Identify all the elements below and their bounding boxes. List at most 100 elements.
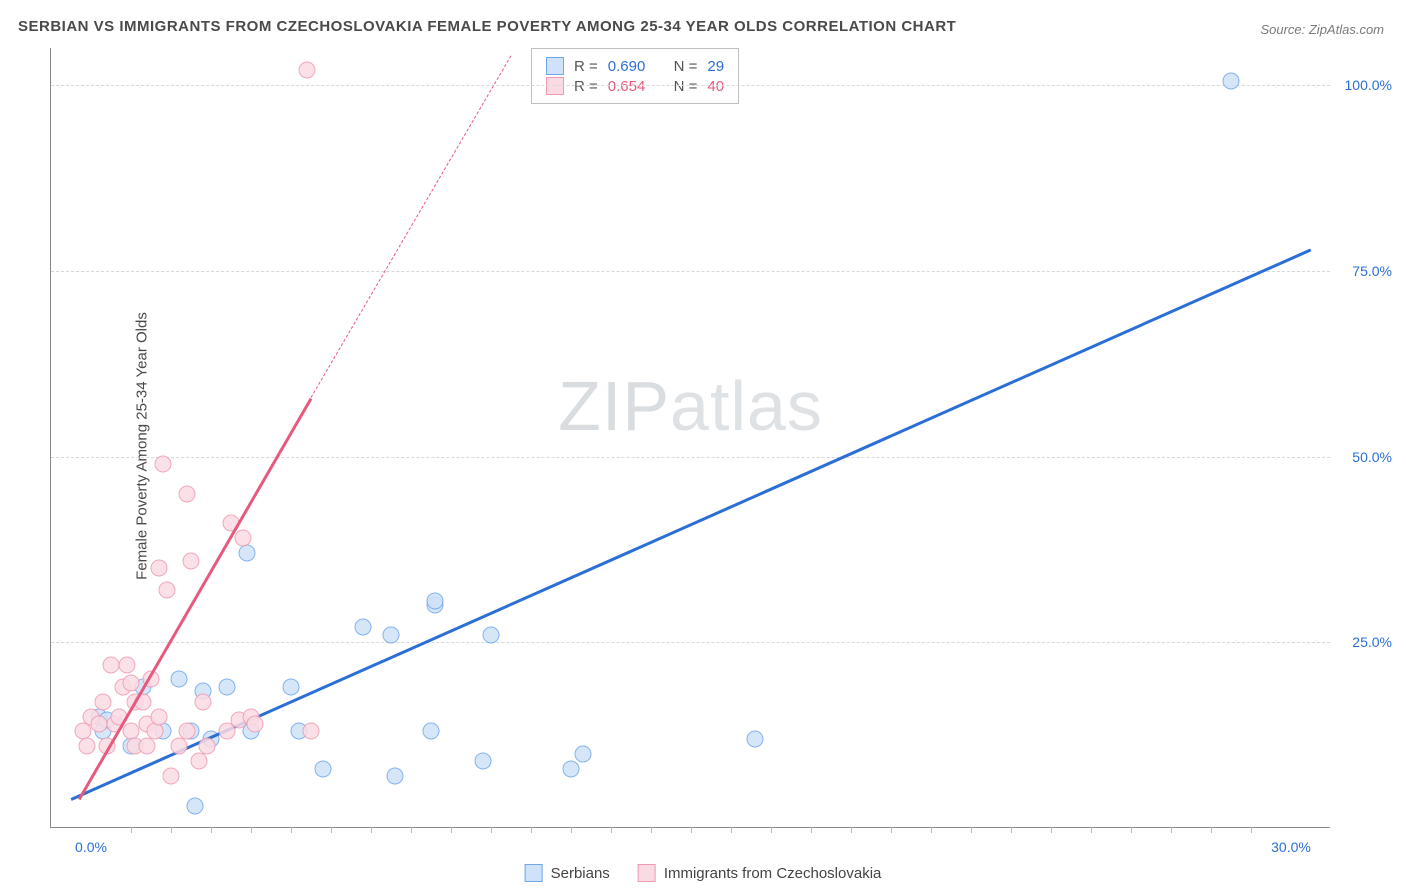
stats-r-series1: 0.690 <box>608 58 646 75</box>
data-point <box>139 738 156 755</box>
data-point <box>423 723 440 740</box>
data-point <box>563 760 580 777</box>
x-minor-tick <box>411 827 412 833</box>
data-point <box>159 582 176 599</box>
data-point <box>387 768 404 785</box>
y-tick-label: 50.0% <box>1337 449 1392 465</box>
gridline-h <box>51 457 1330 458</box>
data-point <box>187 797 204 814</box>
x-minor-tick <box>891 827 892 833</box>
gridline-h <box>51 85 1330 86</box>
data-point <box>147 723 164 740</box>
data-point <box>355 619 372 636</box>
x-tick-label: 0.0% <box>75 839 107 855</box>
swatch-series1 <box>546 57 564 75</box>
data-point <box>119 656 136 673</box>
source-attribution: Source: ZipAtlas.com <box>1260 22 1384 37</box>
x-minor-tick <box>491 827 492 833</box>
stats-n-label: N = <box>674 58 698 75</box>
x-minor-tick <box>1131 827 1132 833</box>
x-minor-tick <box>451 827 452 833</box>
legend-label-series2: Immigrants from Czechoslovakia <box>664 865 882 882</box>
data-point <box>483 626 500 643</box>
stats-row-series1: R = 0.690 N = 29 <box>546 57 724 75</box>
x-minor-tick <box>531 827 532 833</box>
x-minor-tick <box>371 827 372 833</box>
watermark-atlas: atlas <box>670 367 823 445</box>
chart-title: SERBIAN VS IMMIGRANTS FROM CZECHOSLOVAKI… <box>18 18 956 35</box>
data-point <box>383 626 400 643</box>
data-point <box>283 678 300 695</box>
data-point <box>91 716 108 733</box>
legend-item-series1: Serbians <box>525 864 610 882</box>
data-point <box>191 753 208 770</box>
y-tick-label: 75.0% <box>1337 263 1392 279</box>
data-point <box>475 753 492 770</box>
legend-label-series1: Serbians <box>551 865 610 882</box>
legend-swatch-series1 <box>525 864 543 882</box>
plot-area: ZIPatlas R = 0.690 N = 29 R = 0.654 N = … <box>50 48 1330 828</box>
data-point <box>151 560 168 577</box>
data-point <box>219 678 236 695</box>
data-point <box>95 693 112 710</box>
x-minor-tick <box>771 827 772 833</box>
x-minor-tick <box>611 827 612 833</box>
x-minor-tick <box>1091 827 1092 833</box>
data-point <box>239 545 256 562</box>
data-point <box>427 593 444 610</box>
legend-swatch-series2 <box>638 864 656 882</box>
data-point <box>179 723 196 740</box>
trend-line-dashed <box>311 56 512 398</box>
x-minor-tick <box>131 827 132 833</box>
gridline-h <box>51 271 1330 272</box>
data-point <box>171 671 188 688</box>
data-point <box>195 693 212 710</box>
data-point <box>747 730 764 747</box>
legend-item-series2: Immigrants from Czechoslovakia <box>638 864 882 882</box>
data-point <box>199 738 216 755</box>
data-point <box>79 738 96 755</box>
data-point <box>163 768 180 785</box>
data-point <box>303 723 320 740</box>
data-point <box>151 708 168 725</box>
data-point <box>103 656 120 673</box>
data-point <box>315 760 332 777</box>
data-point <box>183 552 200 569</box>
gridline-h <box>51 642 1330 643</box>
stats-n-series1: 29 <box>707 58 724 75</box>
data-point <box>179 485 196 502</box>
watermark: ZIPatlas <box>558 366 823 446</box>
x-minor-tick <box>571 827 572 833</box>
chart-container: SERBIAN VS IMMIGRANTS FROM CZECHOSLOVAKI… <box>0 0 1406 892</box>
x-minor-tick <box>331 827 332 833</box>
x-minor-tick <box>1011 827 1012 833</box>
x-minor-tick <box>691 827 692 833</box>
data-point <box>171 738 188 755</box>
stats-legend-box: R = 0.690 N = 29 R = 0.654 N = 40 <box>531 48 739 104</box>
x-minor-tick <box>251 827 252 833</box>
x-minor-tick <box>1051 827 1052 833</box>
x-minor-tick <box>811 827 812 833</box>
data-point <box>575 745 592 762</box>
stats-r-label: R = <box>574 58 598 75</box>
data-point <box>299 62 316 79</box>
y-tick-label: 25.0% <box>1337 634 1392 650</box>
y-tick-label: 100.0% <box>1337 77 1392 93</box>
x-minor-tick <box>211 827 212 833</box>
x-minor-tick <box>651 827 652 833</box>
x-minor-tick <box>971 827 972 833</box>
x-minor-tick <box>1211 827 1212 833</box>
x-minor-tick <box>731 827 732 833</box>
x-minor-tick <box>1251 827 1252 833</box>
x-minor-tick <box>1171 827 1172 833</box>
data-point <box>1223 73 1240 90</box>
data-point <box>235 530 252 547</box>
data-point <box>155 456 172 473</box>
x-minor-tick <box>931 827 932 833</box>
legend-bottom: Serbians Immigrants from Czechoslovakia <box>525 864 882 882</box>
x-minor-tick <box>171 827 172 833</box>
x-minor-tick <box>851 827 852 833</box>
x-tick-label: 30.0% <box>1271 839 1311 855</box>
x-minor-tick <box>291 827 292 833</box>
data-point <box>123 675 140 692</box>
